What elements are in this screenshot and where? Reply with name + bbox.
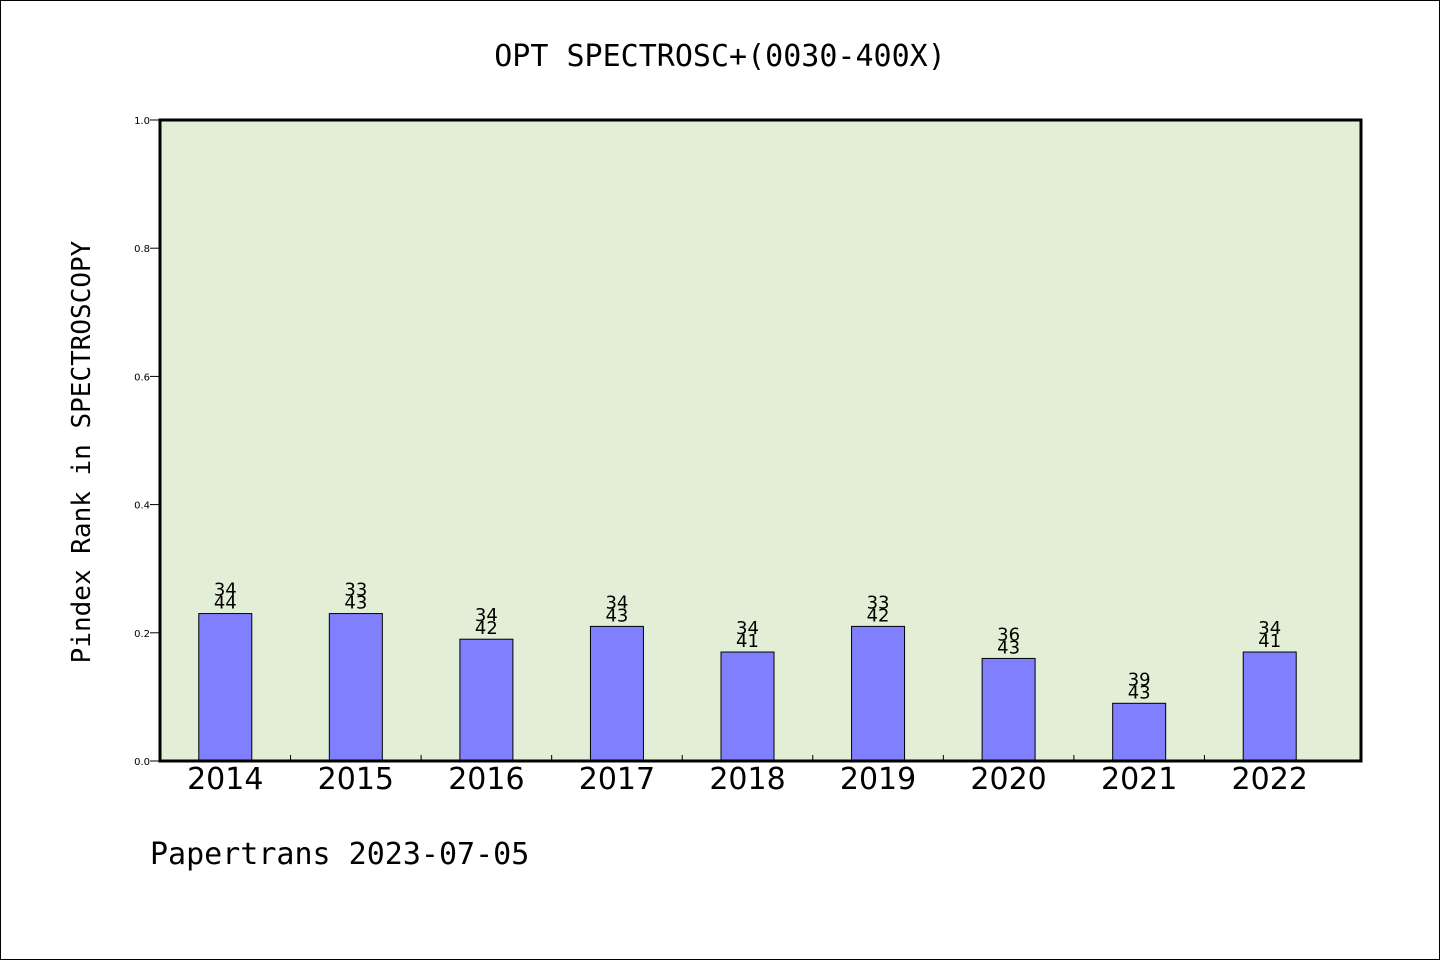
y-tick-label: 0.4 bbox=[134, 501, 150, 512]
y-axis: 0.0 0.2 0.4 0.6 0.8 1.0 bbox=[134, 116, 160, 768]
bar-label-bottom: 41 bbox=[736, 631, 759, 652]
x-axis: 2014 2015 2016 2017 2018 2019 2020 2021 2022 bbox=[187, 755, 1308, 797]
x-tick-label: 2016 bbox=[448, 762, 524, 797]
chart-title: OPT SPECTROSC+(0030-400X) bbox=[494, 39, 946, 74]
bar-2022 bbox=[1242, 651, 1297, 762]
bar-2016 bbox=[459, 638, 514, 762]
bar-label-bottom: 43 bbox=[1128, 682, 1151, 703]
bar-label-top: 34 bbox=[605, 592, 628, 613]
bar-label-top: 33 bbox=[867, 592, 890, 613]
bar-label-top: 39 bbox=[1128, 669, 1151, 690]
bar-2015 bbox=[328, 613, 383, 762]
bar-label-top: 34 bbox=[736, 618, 759, 639]
bar-label-bottom: 43 bbox=[605, 605, 628, 626]
x-tick-label: 2021 bbox=[1101, 762, 1177, 797]
y-tick-label: 0.6 bbox=[134, 372, 150, 383]
x-tick-label: 2020 bbox=[970, 762, 1046, 797]
bar-2019 bbox=[851, 625, 906, 762]
y-tick-label: 0.2 bbox=[134, 629, 150, 640]
bar-label-top: 33 bbox=[344, 580, 367, 601]
bar-label-bottom: 42 bbox=[867, 605, 890, 626]
y-axis-label: Pindex Rank in SPECTROSCOPY bbox=[67, 240, 97, 663]
x-tick-label: 2019 bbox=[840, 762, 916, 797]
footer-text: Papertrans 2023-07-05 bbox=[150, 837, 529, 872]
bar-label-bottom: 44 bbox=[214, 593, 237, 614]
bar-label-top: 34 bbox=[1258, 618, 1281, 639]
bar-label-top: 34 bbox=[214, 580, 237, 601]
x-tick-label: 2022 bbox=[1232, 762, 1308, 797]
x-tick-label: 2015 bbox=[318, 762, 394, 797]
y-tick-label: 1.0 bbox=[134, 116, 150, 127]
x-tick-label: 2017 bbox=[579, 762, 655, 797]
x-tick-label: 2018 bbox=[709, 762, 785, 797]
bar-2017 bbox=[589, 625, 644, 762]
bar-2021 bbox=[1112, 702, 1167, 762]
bar-label-top: 36 bbox=[997, 624, 1020, 645]
plot-border bbox=[158, 118, 1363, 763]
bar-label-bottom: 42 bbox=[475, 618, 498, 639]
bar-label-top: 34 bbox=[475, 605, 498, 626]
bar-2014 bbox=[198, 613, 253, 762]
bar-2020 bbox=[981, 657, 1036, 762]
bar-label-bottom: 41 bbox=[1258, 631, 1281, 652]
bar-label-bottom: 43 bbox=[997, 637, 1020, 658]
bar-2018 bbox=[720, 651, 775, 762]
y-tick-label: 0.8 bbox=[134, 244, 150, 255]
x-tick-label: 2014 bbox=[187, 762, 263, 797]
y-tick-label: 0.0 bbox=[134, 757, 150, 768]
bar-label-bottom: 43 bbox=[344, 593, 367, 614]
